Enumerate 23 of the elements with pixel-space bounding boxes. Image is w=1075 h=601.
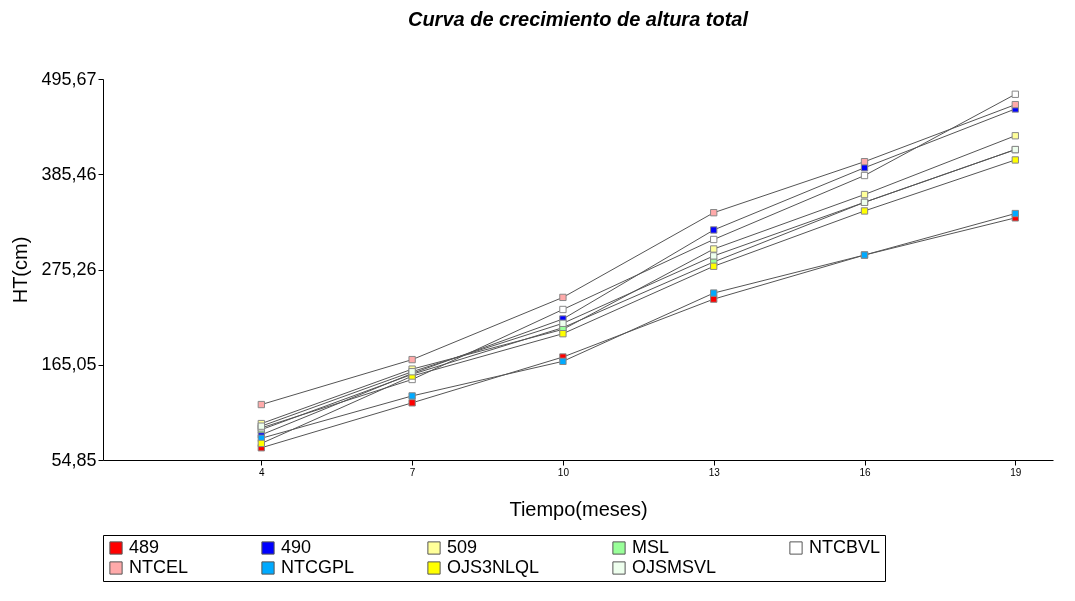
legend-label: NTCGPL [281,557,355,577]
x-tick-label: 16 [859,466,872,478]
legend-label: MSL [632,537,670,557]
x-tick-label: 7 [409,466,416,478]
x-axis-title: Tiempo(meses) [509,497,648,520]
legend-label: OJSMSVL [632,557,717,577]
y-tick-label: 275,26 [41,259,97,279]
legend-label: OJS3NLQL [447,557,540,577]
x-tick-label: 19 [1010,466,1022,478]
y-tick-label: 165,05 [41,354,97,375]
x-tick-label: 4 [259,466,266,478]
legend-label: NTCEL [129,557,189,577]
y-tick-label: 54,85 [51,449,97,470]
chart-title: Curva de crecimiento de altura total [407,8,749,30]
legend-label: 489 [129,537,160,557]
y-axis-title: HT(cm) [9,236,32,304]
y-tick-label: 495,67 [41,68,97,89]
legend-label: 509 [447,537,478,557]
legend-label: NTCBVL [809,537,881,557]
legend-label: 490 [281,537,312,557]
y-tick-label: 385,46 [41,163,97,184]
x-tick-label: 10 [557,466,570,478]
x-tick-label: 13 [708,466,721,478]
